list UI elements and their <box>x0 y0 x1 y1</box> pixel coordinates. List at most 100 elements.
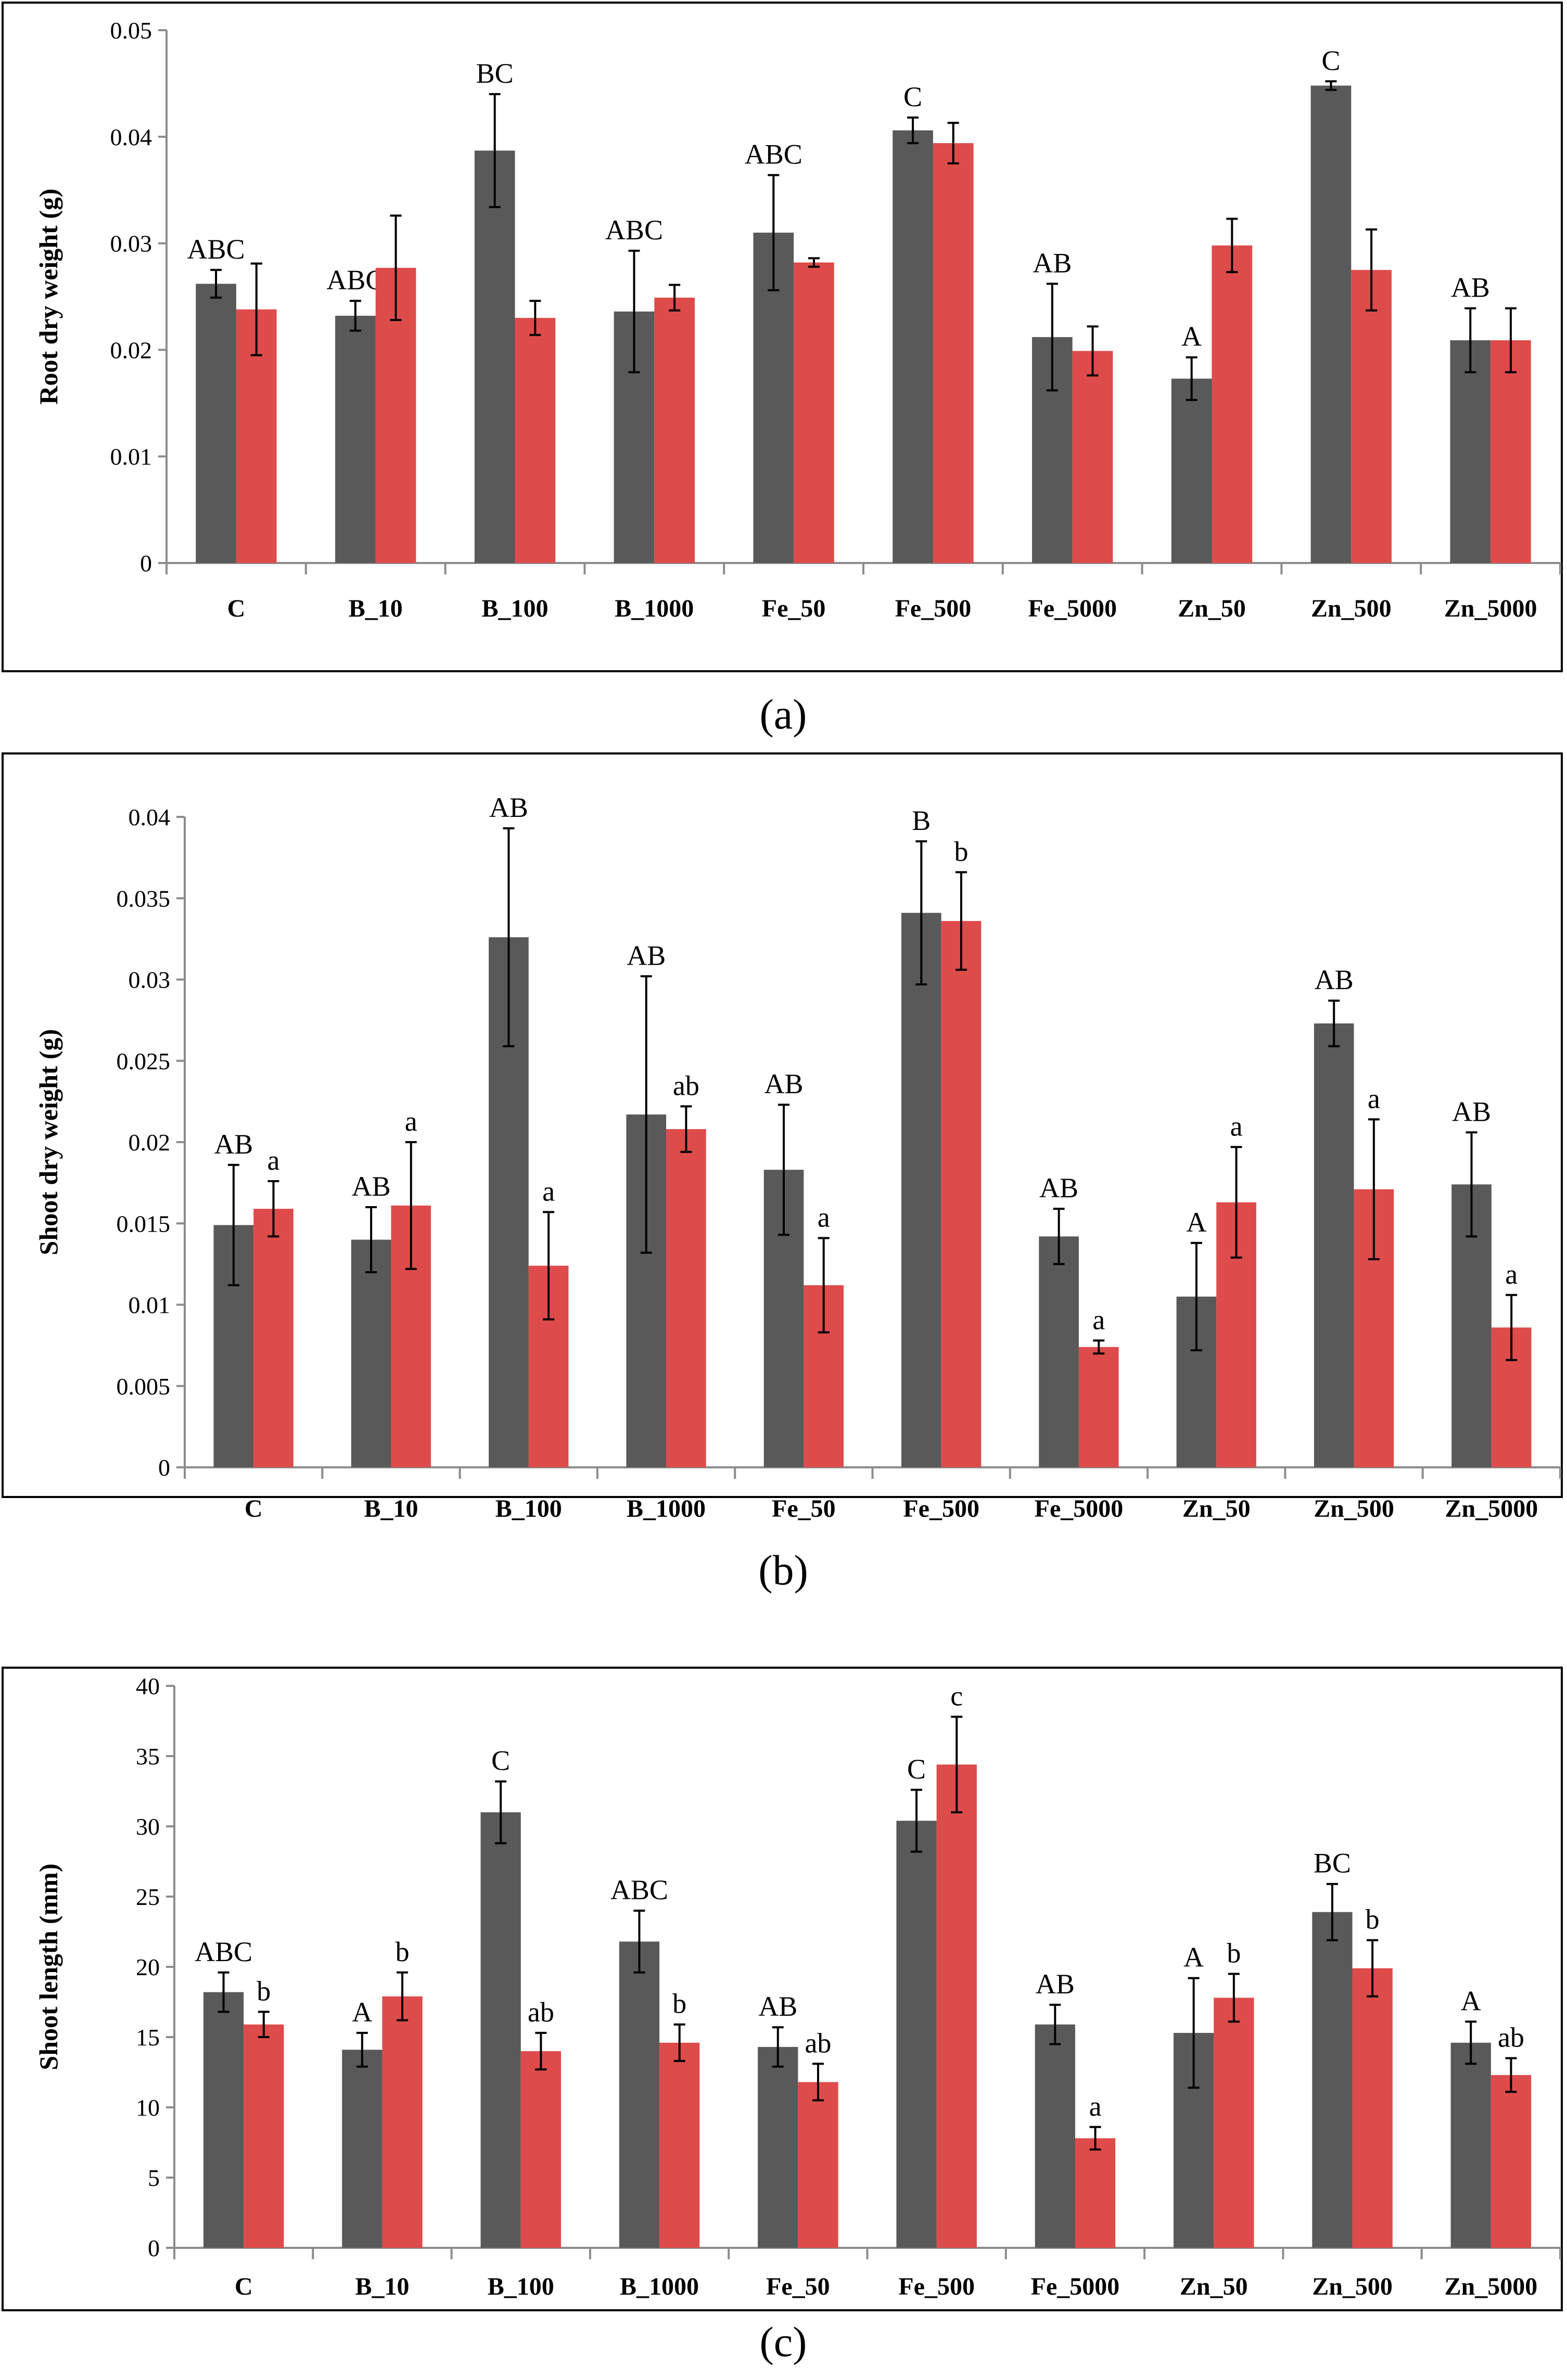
y-tick-label: 0.01 <box>129 1292 171 1319</box>
y-tick-label: 0.03 <box>129 967 171 993</box>
error-bar <box>535 2031 547 2071</box>
error-bar <box>955 871 967 971</box>
x-tick-label: Fe_50 <box>772 1495 836 1522</box>
significance-label: AB <box>1451 272 1490 303</box>
error-bar <box>365 1206 377 1273</box>
significance-label: BC <box>476 58 514 89</box>
error-bar <box>669 284 681 312</box>
y-tick-label: 30 <box>136 1813 160 1840</box>
error-bar <box>808 257 820 268</box>
error-bar <box>267 1180 279 1238</box>
error-bar <box>543 1211 555 1321</box>
x-tick-label: B_10 <box>349 595 403 622</box>
x-tick-label: C <box>235 2273 253 2300</box>
significance-label: AB <box>1315 964 1354 995</box>
bar-series2 <box>936 1764 977 2248</box>
y-axis-label: Root dry weight (g) <box>34 188 63 404</box>
significance-label: b <box>257 1975 271 2006</box>
significance-label: ab <box>528 1997 554 2028</box>
error-bar <box>915 840 927 986</box>
panel-label: (c) <box>759 2318 807 2365</box>
error-bar <box>349 300 361 332</box>
significance-label: AB <box>1039 1172 1078 1204</box>
error-bar <box>1326 1883 1338 1941</box>
x-tick-label: Fe_5000 <box>1031 2273 1120 2300</box>
bar-series1 <box>758 2046 798 2248</box>
bar-series1 <box>1035 2024 1075 2248</box>
bar-series2 <box>253 1209 294 1467</box>
error-bar <box>1366 228 1378 312</box>
bar-series1 <box>619 1941 660 2248</box>
error-bar <box>911 1788 923 1853</box>
y-tick-label: 5 <box>148 2165 160 2191</box>
error-bar <box>951 1716 963 1813</box>
error-bar <box>258 2011 270 2038</box>
error-bar <box>397 1971 409 2021</box>
x-tick-label: Fe_500 <box>903 1495 979 1522</box>
bar-series2 <box>659 2042 700 2248</box>
error-bar <box>489 93 501 208</box>
x-tick-label: Fe_5000 <box>1028 595 1117 622</box>
bar-series1 <box>196 284 236 563</box>
significance-label: AB <box>489 792 528 823</box>
y-tick-label: 0.035 <box>117 885 171 912</box>
y-tick-label: 0.04 <box>129 804 171 830</box>
significance-label: ab <box>1498 2022 1524 2053</box>
y-tick-label: 40 <box>136 1673 160 1699</box>
significance-label: a <box>1089 2091 1102 2122</box>
bar-series2 <box>933 143 974 563</box>
y-tick-label: 0.015 <box>117 1210 171 1237</box>
x-tick-label: Zn_500 <box>1314 1495 1394 1522</box>
bar-series2 <box>1072 351 1113 563</box>
x-tick-label: B_10 <box>364 1495 418 1522</box>
error-bar <box>907 116 919 145</box>
significance-label: a <box>1505 1259 1518 1290</box>
significance-label: A <box>1186 1207 1206 1238</box>
significance-label: AB <box>758 1991 797 2022</box>
error-bar <box>1046 283 1058 392</box>
significance-label: AB <box>214 1129 253 1160</box>
error-bar <box>947 122 959 164</box>
significance-label: AB <box>627 940 666 971</box>
error-bar <box>680 1105 692 1153</box>
significance-label: c <box>950 1680 963 1711</box>
error-bar <box>1506 1294 1518 1361</box>
significance-label: a <box>1368 1083 1380 1114</box>
bar-series2 <box>1075 2138 1116 2248</box>
bar-series2 <box>1490 2075 1532 2248</box>
x-tick-label: B_100 <box>481 595 548 622</box>
error-bar <box>1089 2126 1101 2151</box>
bar-series1 <box>203 1992 244 2248</box>
bar-series2 <box>515 317 556 563</box>
error-bar <box>227 1163 239 1286</box>
error-bar <box>1325 80 1337 91</box>
x-tick-label: Fe_500 <box>895 595 972 622</box>
bar-series1 <box>335 315 376 563</box>
significance-label: ABC <box>745 139 802 170</box>
error-bar <box>1230 1146 1242 1259</box>
x-tick-label: Fe_50 <box>762 595 826 622</box>
error-bar <box>495 1780 507 1845</box>
x-tick-label: Fe_500 <box>898 2273 975 2300</box>
significance-label: A <box>1461 1985 1481 2016</box>
error-bar <box>1093 1339 1105 1355</box>
error-bar <box>503 827 515 1047</box>
bar-series2 <box>382 1996 423 2248</box>
significance-label: a <box>1092 1304 1105 1335</box>
bar-series2 <box>1352 1968 1393 2248</box>
panel-label: (b) <box>758 1546 808 1594</box>
bar-series2 <box>794 262 834 563</box>
y-tick-label: 0 <box>148 2235 160 2261</box>
significance-label: b <box>672 1988 686 2019</box>
error-bar <box>1505 2057 1517 2093</box>
significance-label: A <box>1183 1942 1204 1973</box>
y-tick-label: 20 <box>136 1954 160 1980</box>
bar-series1 <box>342 2050 383 2248</box>
error-bar <box>405 1141 417 1270</box>
error-bar <box>1228 1973 1240 2023</box>
bar-series1 <box>351 1239 391 1467</box>
bar-series1 <box>893 130 933 564</box>
error-bar <box>1466 1131 1477 1238</box>
